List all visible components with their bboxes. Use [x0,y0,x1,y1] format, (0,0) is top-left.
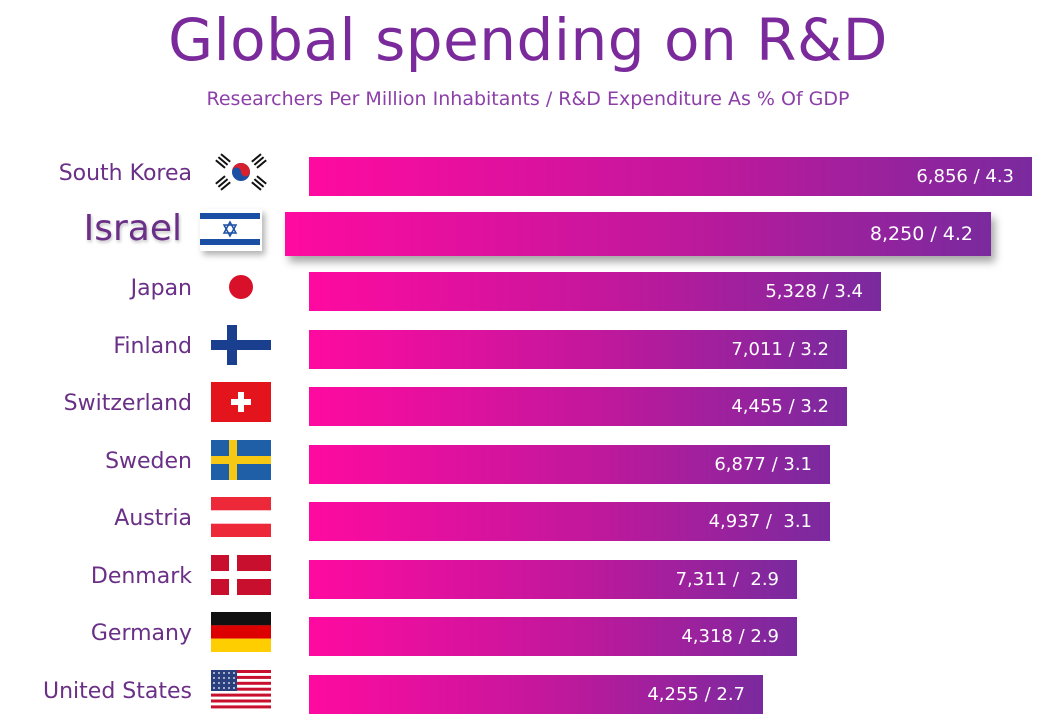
bar-value-label: 6,856 / 4.3 [916,166,1014,187]
japan-flag [211,267,273,309]
united-states-flag [211,670,273,712]
austria-flag [211,497,273,539]
country-label: South Korea [58,161,192,186]
bar-value-label: 7,011 / 3.2 [731,339,829,360]
bar-sweden: 6,877 / 3.1 [309,445,830,484]
bar-value-label: 5,328 / 3.4 [765,281,863,302]
country-label: United States [43,679,192,704]
bar-finland: 7,011 / 3.2 [309,330,847,369]
bar-denmark: 7,311 / 2.9 [309,560,797,599]
bar-united-states: 4,255 / 2.7 [309,675,763,714]
bar-israel: 8,250 / 4.2 [285,212,991,256]
bar-value-label: 4,455 / 3.2 [731,396,829,417]
bar-value-label: 7,311 / 2.9 [675,569,779,590]
country-label: Japan [130,276,192,301]
chart-title: Global spending on R&D [168,6,888,74]
germany-flag [211,612,273,654]
bar-value-label: 4,318 / 2.9 [681,626,779,647]
bar-value-label: 4,255 / 2.7 [647,684,745,705]
country-label: Israel [83,208,182,249]
bar-austria: 4,937 / 3.1 [309,502,830,541]
country-label: Austria [114,506,192,531]
denmark-flag [211,555,273,597]
bar-value-label: 8,250 / 4.2 [869,223,973,245]
south-korea-flag [211,152,273,194]
bar-japan: 5,328 / 3.4 [309,272,881,311]
chart-subtitle: Researchers Per Million Inhabitants / R&… [206,88,850,110]
country-label: Finland [113,334,192,359]
switzerland-flag [211,382,273,424]
country-label: Switzerland [63,391,192,416]
bar-value-label: 4,937 / 3.1 [708,511,812,532]
sweden-flag [211,440,273,482]
finland-flag [211,325,273,367]
bar-south-korea: 6,856 / 4.3 [309,157,1032,196]
bar-germany: 4,318 / 2.9 [309,617,797,656]
country-label: Germany [90,621,192,646]
country-label: Sweden [105,449,192,474]
bar-value-label: 6,877 / 3.1 [714,454,812,475]
bar-switzerland: 4,455 / 3.2 [309,387,847,426]
israel-flag [200,209,262,251]
country-label: Denmark [90,564,192,589]
